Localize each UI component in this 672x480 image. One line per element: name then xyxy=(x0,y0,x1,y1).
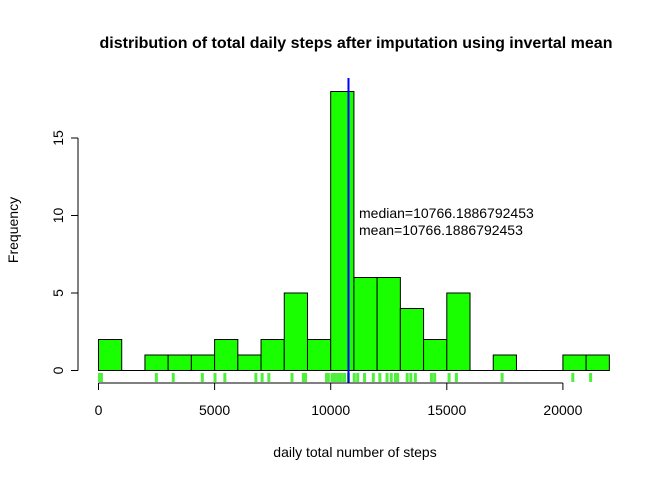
histogram-bar xyxy=(237,354,262,371)
axes-layer: 0 5000 10000 15000 20000 0 5 10 15 xyxy=(50,130,583,418)
histogram-bar xyxy=(260,339,285,371)
histogram-bar xyxy=(330,91,355,371)
histogram-bar xyxy=(562,354,587,371)
histogram-bar xyxy=(283,292,308,371)
histogram-bar xyxy=(98,339,123,371)
x-axis-label: daily total number of steps xyxy=(273,444,436,460)
histogram-bar xyxy=(399,308,425,371)
y-tick-label: 15 xyxy=(50,130,66,146)
x-tick-label: 5000 xyxy=(199,402,230,418)
histogram-bar xyxy=(214,339,239,371)
mean-annotation: mean=10766.1886792453 xyxy=(359,222,523,238)
x-tick-label: 15000 xyxy=(427,402,466,418)
histogram-bar xyxy=(492,354,517,371)
histogram-bar xyxy=(306,339,332,371)
bars-layer xyxy=(98,91,610,371)
histogram-bar xyxy=(144,354,169,371)
histogram-bar xyxy=(376,277,401,371)
x-tick-label: 20000 xyxy=(543,402,582,418)
median-annotation: median=10766.1886792453 xyxy=(359,205,534,221)
histogram-bar xyxy=(585,354,610,371)
chart-title: distribution of total daily steps after … xyxy=(100,35,613,52)
histogram-bar xyxy=(167,354,192,371)
y-tick-label: 0 xyxy=(50,366,66,374)
rug-layer xyxy=(97,373,593,382)
y-tick-label: 5 xyxy=(50,289,66,297)
y-axis-label: Frequency xyxy=(5,197,21,263)
histogram-bar xyxy=(353,277,378,371)
histogram-bar xyxy=(446,292,471,371)
x-tick-label: 0 xyxy=(95,402,103,418)
y-tick-label: 10 xyxy=(50,208,66,224)
histogram-bar xyxy=(423,339,448,371)
histogram-bar xyxy=(190,354,216,371)
x-tick-label: 10000 xyxy=(311,402,350,418)
